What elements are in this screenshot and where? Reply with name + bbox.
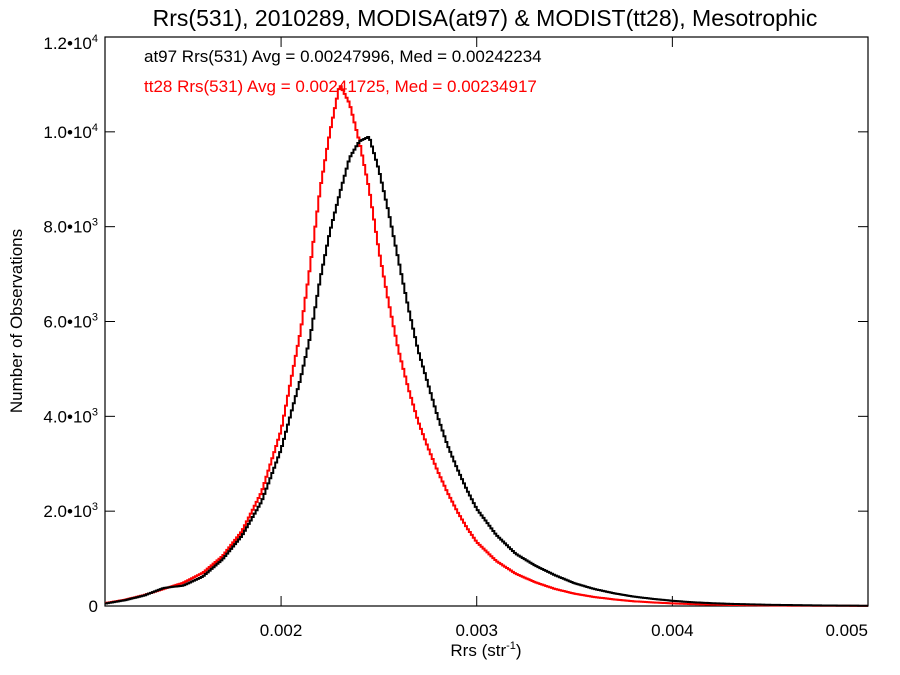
series-line-at97 (105, 136, 868, 607)
chart-title: Rrs(531), 2010289, MODISA(at97) & MODIST… (153, 5, 818, 31)
x-axis-label: Rrs (str-1) (450, 640, 521, 660)
x-tick-label: 0.003 (455, 621, 498, 640)
series-annotation-tt28: tt28 Rrs(531) Avg = 0.00241725, Med = 0.… (144, 77, 537, 96)
y-axis: 0 2.0•103 4.0•103 6.0•103 8.0•103 1.0•104 1.2•… (43, 33, 868, 616)
y-tick-label: 0 (89, 597, 98, 616)
series-layer (105, 85, 868, 607)
x-tick-label: 0.004 (651, 621, 694, 640)
y-tick-label: 8.0•103 (43, 217, 98, 237)
y-axis-label: Number of Observations (7, 229, 26, 413)
x-tick-label: 0.005 (825, 621, 868, 640)
y-tick-label: 4.0•103 (43, 406, 98, 426)
series-line-tt28 (105, 85, 868, 607)
y-tick-label: 1.2•104 (43, 33, 98, 53)
x-axis: 0.002 0.003 0.004 0.005 (260, 37, 869, 640)
x-tick-label: 0.002 (260, 621, 303, 640)
y-tick-label: 6.0•103 (43, 312, 98, 332)
series-annotation-at97: at97 Rrs(531) Avg = 0.00247996, Med = 0.… (144, 47, 542, 66)
y-tick-label: 2.0•103 (43, 501, 98, 521)
y-tick-label: 1.0•104 (43, 122, 98, 142)
